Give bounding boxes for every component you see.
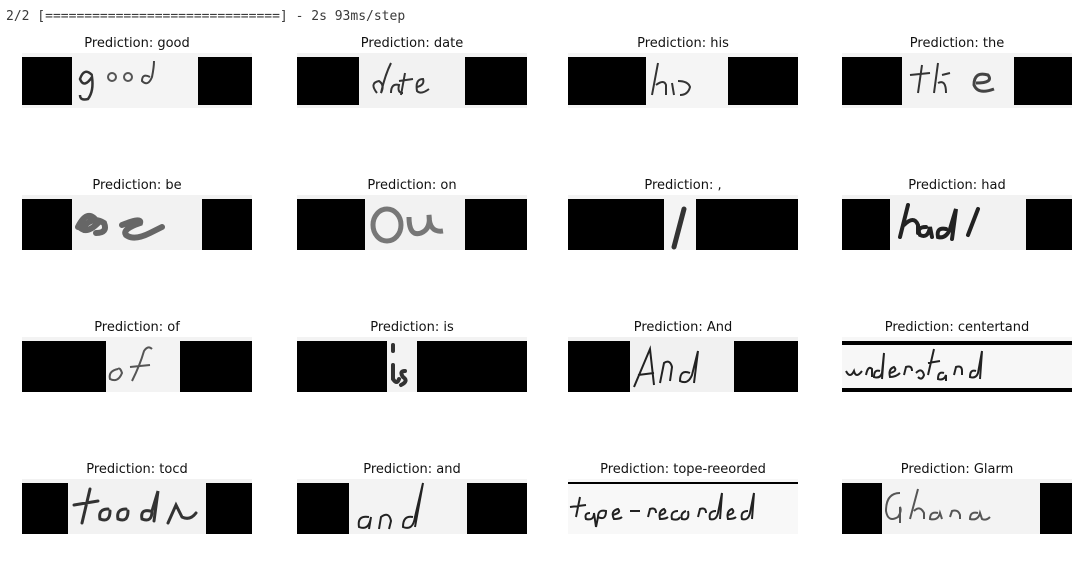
- handwriting-image-the: [842, 53, 1072, 108]
- prediction-cell-comma: Prediction: ,: [568, 178, 798, 288]
- handwriting-image-his: [568, 53, 798, 108]
- handwriting-image-of: [22, 337, 252, 392]
- handwriting-image-is: [297, 337, 527, 392]
- prediction-label: Prediction: of: [94, 320, 180, 335]
- handwriting-image-had: [842, 195, 1072, 250]
- handwriting-image-good: [22, 53, 252, 108]
- handwriting-image-be: [22, 195, 252, 250]
- prediction-cell-and-cap: Prediction: And: [568, 320, 798, 430]
- handwriting-image-date: [297, 53, 527, 108]
- prediction-cell-is: Prediction: is: [297, 320, 527, 430]
- prediction-cell-and: Prediction: and: [297, 462, 527, 572]
- prediction-cell-his: Prediction: his: [568, 36, 798, 146]
- prediction-cell-took: Prediction: tocd: [22, 462, 252, 572]
- prediction-cell-understand: Prediction: centertand: [842, 320, 1072, 430]
- prediction-cell-tape-recorded: Prediction: tope-reeorded: [568, 462, 798, 572]
- handwriting-image-took: [22, 479, 252, 534]
- prediction-label: Prediction: date: [360, 36, 464, 51]
- prediction-label: Prediction: Glarm: [900, 462, 1014, 477]
- prediction-label: Prediction: had: [908, 178, 1006, 193]
- prediction-cell-be: Prediction: be: [22, 178, 252, 288]
- prediction-label: Prediction: tocd: [86, 462, 188, 477]
- handwriting-image-on: [297, 195, 527, 250]
- prediction-label: Prediction: his: [637, 36, 729, 51]
- prediction-cell-on: Prediction: on: [297, 178, 527, 288]
- prediction-label: Prediction: good: [84, 36, 190, 51]
- prediction-cell-ghana: Prediction: Glarm: [842, 462, 1072, 572]
- handwriting-image-tape-recorded: [568, 479, 798, 534]
- progress-output: 2/2 [==============================] - 2…: [6, 9, 406, 24]
- prediction-label: Prediction: be: [92, 178, 182, 193]
- prediction-cell-had: Prediction: had: [842, 178, 1072, 288]
- prediction-label: Prediction: on: [367, 178, 457, 193]
- handwriting-image-and: [297, 479, 527, 534]
- handwriting-image-understand: [842, 337, 1072, 392]
- prediction-cell-of: Prediction: of: [22, 320, 252, 430]
- prediction-label: Prediction: ,: [644, 178, 722, 193]
- prediction-cell-good: Prediction: good: [22, 36, 252, 146]
- handwriting-image-ghana: [842, 479, 1072, 534]
- prediction-label: Prediction: is: [370, 320, 454, 335]
- prediction-label: Prediction: And: [633, 320, 733, 335]
- prediction-cell-the: Prediction: the: [842, 36, 1072, 146]
- prediction-label: Prediction: and: [363, 462, 461, 477]
- handwriting-image-and-cap: [568, 337, 798, 392]
- handwriting-image-comma: [568, 195, 798, 250]
- prediction-label: Prediction: centertand: [884, 320, 1030, 335]
- prediction-cell-date: Prediction: date: [297, 36, 527, 146]
- prediction-label: Prediction: the: [909, 36, 1005, 51]
- prediction-label: Prediction: tope-reeorded: [600, 462, 766, 477]
